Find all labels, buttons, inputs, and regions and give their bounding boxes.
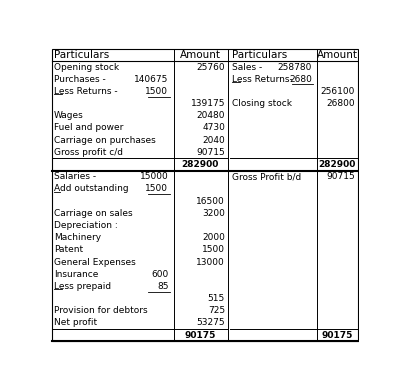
Text: 139175: 139175 — [191, 99, 225, 108]
Text: Less Returns-: Less Returns- — [232, 75, 293, 84]
Text: Carriage on sales: Carriage on sales — [54, 209, 132, 218]
Text: 3200: 3200 — [202, 209, 225, 218]
Text: 258780: 258780 — [277, 63, 312, 71]
Text: Depreciation :: Depreciation : — [54, 221, 117, 230]
Text: Salaries -: Salaries - — [54, 172, 96, 181]
Text: Closing stock: Closing stock — [232, 99, 292, 108]
Text: 16500: 16500 — [196, 196, 225, 206]
Text: Fuel and power: Fuel and power — [54, 124, 123, 132]
Text: 2040: 2040 — [202, 135, 225, 145]
Text: General Expenses: General Expenses — [54, 257, 136, 266]
Text: 1500: 1500 — [146, 185, 168, 193]
Text: 600: 600 — [151, 270, 168, 279]
Text: Particulars: Particulars — [232, 50, 287, 60]
Text: Amount: Amount — [180, 50, 221, 60]
Text: Insurance: Insurance — [54, 270, 98, 279]
Text: 140675: 140675 — [134, 75, 168, 84]
Text: Net profit: Net profit — [54, 318, 97, 327]
Text: 25760: 25760 — [196, 63, 225, 71]
Text: 725: 725 — [208, 306, 225, 315]
Text: 15000: 15000 — [140, 172, 168, 181]
Text: 90715: 90715 — [326, 172, 355, 181]
Text: 2000: 2000 — [202, 233, 225, 242]
Text: Less prepaid: Less prepaid — [54, 282, 111, 291]
Text: 256100: 256100 — [321, 87, 355, 96]
Text: Less Returns -: Less Returns - — [54, 87, 117, 96]
Text: Particulars: Particulars — [54, 50, 109, 60]
Text: 515: 515 — [208, 294, 225, 303]
Text: 13000: 13000 — [196, 257, 225, 266]
Text: 2680: 2680 — [289, 75, 312, 84]
Text: 53275: 53275 — [196, 318, 225, 327]
Text: Sales -: Sales - — [232, 63, 262, 71]
Text: 282900: 282900 — [182, 160, 219, 169]
Text: 282900: 282900 — [318, 160, 356, 169]
Text: Carriage on purchases: Carriage on purchases — [54, 135, 156, 145]
Text: 20480: 20480 — [197, 111, 225, 120]
Text: Patent: Patent — [54, 245, 83, 254]
Text: Gross profit c/d: Gross profit c/d — [54, 148, 123, 157]
Text: 90175: 90175 — [321, 331, 353, 340]
Text: 4730: 4730 — [202, 124, 225, 132]
Text: Provision for debtors: Provision for debtors — [54, 306, 147, 315]
Text: 90715: 90715 — [196, 148, 225, 157]
Text: Gross Profit b/d: Gross Profit b/d — [232, 172, 301, 181]
Text: 1500: 1500 — [146, 87, 168, 96]
Text: Add outstanding: Add outstanding — [54, 185, 128, 193]
Text: Wages: Wages — [54, 111, 83, 120]
Text: Amount: Amount — [316, 50, 358, 60]
Text: 90175: 90175 — [184, 331, 216, 340]
Text: 85: 85 — [157, 282, 168, 291]
Text: 26800: 26800 — [327, 99, 355, 108]
Text: Opening stock: Opening stock — [54, 63, 119, 71]
Text: 1500: 1500 — [202, 245, 225, 254]
Text: Machinery: Machinery — [54, 233, 101, 242]
Text: Purchases -: Purchases - — [54, 75, 105, 84]
